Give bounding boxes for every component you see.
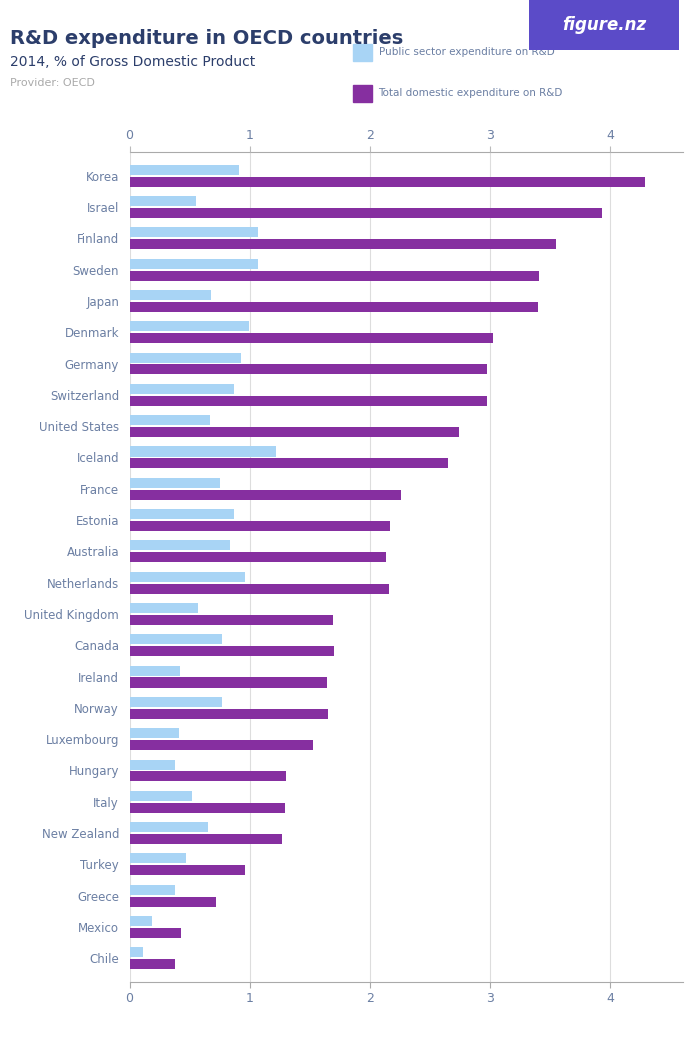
Text: Provider: OECD: Provider: OECD <box>10 78 95 88</box>
Bar <box>130 396 486 405</box>
Text: R&D expenditure in OECD countries: R&D expenditure in OECD countries <box>10 29 404 48</box>
Bar <box>130 928 181 938</box>
Bar <box>130 666 180 675</box>
Bar <box>130 865 245 876</box>
Bar <box>130 301 538 312</box>
Bar <box>130 634 222 645</box>
Bar <box>130 802 285 813</box>
Bar <box>130 208 602 218</box>
Bar <box>130 271 540 280</box>
Bar <box>130 615 332 625</box>
Bar <box>130 239 556 249</box>
Bar <box>130 603 198 613</box>
Bar <box>130 646 334 656</box>
FancyBboxPatch shape <box>354 43 372 61</box>
Bar <box>130 196 195 206</box>
Bar <box>130 822 208 833</box>
Bar <box>130 571 245 582</box>
Bar <box>130 364 486 375</box>
Bar <box>130 885 175 895</box>
Bar <box>130 333 493 343</box>
Bar <box>130 521 391 531</box>
Bar <box>130 176 645 187</box>
Bar <box>130 228 258 237</box>
Bar <box>130 729 178 738</box>
Bar <box>130 384 234 394</box>
Bar <box>130 697 222 707</box>
Bar <box>130 552 386 563</box>
Bar <box>130 446 276 457</box>
Bar <box>130 165 239 174</box>
Bar <box>130 509 234 519</box>
Bar <box>130 960 175 969</box>
Bar <box>130 947 143 958</box>
Bar <box>130 854 186 863</box>
Bar <box>130 584 389 593</box>
Text: Total domestic expenditure on R&D: Total domestic expenditure on R&D <box>379 88 563 98</box>
Bar <box>130 321 248 332</box>
Bar <box>130 677 327 688</box>
Bar <box>130 415 210 425</box>
Bar <box>130 489 401 500</box>
Bar <box>130 740 314 750</box>
Text: 2014, % of Gross Domestic Product: 2014, % of Gross Domestic Product <box>10 55 255 68</box>
Bar <box>130 258 258 269</box>
Bar <box>130 290 211 300</box>
Bar <box>130 772 286 781</box>
Bar <box>130 353 242 362</box>
FancyBboxPatch shape <box>354 85 372 102</box>
Bar <box>130 916 153 926</box>
Bar <box>130 759 175 770</box>
Bar <box>130 709 328 719</box>
Bar <box>130 834 282 844</box>
Bar <box>130 897 216 906</box>
Text: figure.nz: figure.nz <box>561 16 646 35</box>
Bar <box>130 541 230 550</box>
Bar <box>130 459 448 468</box>
Bar <box>130 478 220 488</box>
Bar <box>130 427 459 437</box>
Bar <box>130 791 192 801</box>
Text: Public sector expenditure on R&D: Public sector expenditure on R&D <box>379 47 554 57</box>
